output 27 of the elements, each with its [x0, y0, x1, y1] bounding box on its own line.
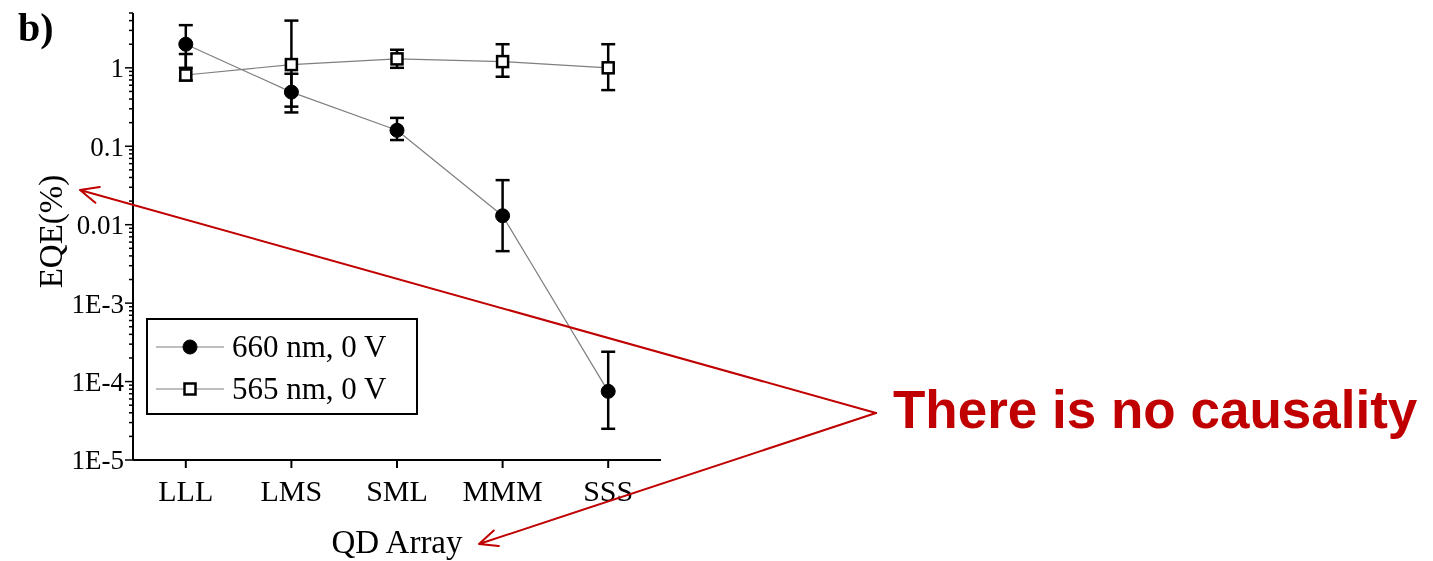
y-tick-label: 1 — [110, 53, 124, 84]
y-axis-title: EQE(%) — [32, 174, 70, 289]
x-tick-label: SSS — [583, 474, 634, 507]
point — [601, 61, 615, 75]
y-tick-label: 1E-3 — [71, 288, 124, 319]
x-tick-label: LMS — [260, 474, 323, 507]
y-tick-label: 0.1 — [90, 131, 124, 162]
y-tick-label: 0.01 — [76, 210, 124, 241]
x-tick-label: SML — [366, 474, 428, 507]
point — [495, 208, 511, 224]
point — [178, 36, 194, 52]
point — [390, 52, 404, 66]
text: There is no causality — [893, 380, 1418, 439]
y-tick-label: 1E-4 — [71, 367, 125, 398]
y-tick-label: 1E-5 — [71, 445, 124, 476]
x-tick-label: LLL — [158, 474, 214, 507]
point — [179, 68, 193, 82]
point — [600, 383, 616, 399]
point — [284, 57, 299, 72]
chart-title: b) — [18, 5, 54, 50]
x-tick-label: MMM — [462, 474, 543, 507]
point — [283, 84, 299, 100]
legend-label: 565 nm, 0 V — [232, 371, 387, 406]
point — [389, 122, 405, 138]
legend-label: 660 nm, 0 V — [232, 329, 387, 364]
x-axis-title: QD Array — [331, 524, 464, 560]
point — [495, 54, 510, 69]
